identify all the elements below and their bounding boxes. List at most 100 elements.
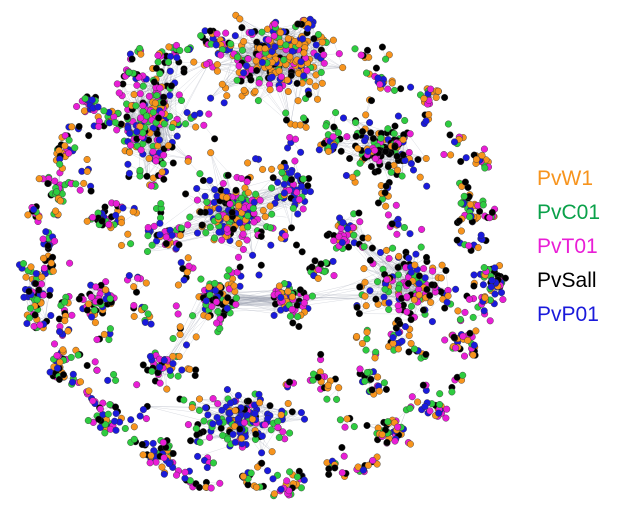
network-node	[300, 72, 308, 80]
network-node	[438, 261, 446, 269]
network-node	[130, 90, 138, 98]
network-node	[137, 114, 145, 122]
network-node	[384, 163, 392, 171]
network-node	[229, 225, 237, 233]
network-node	[192, 123, 200, 131]
network-edge	[302, 296, 397, 302]
network-node	[384, 125, 392, 133]
network-edge	[339, 138, 363, 161]
network-node	[261, 45, 269, 53]
network-node	[258, 28, 266, 36]
network-graph	[16, 11, 509, 500]
network-node	[210, 234, 218, 242]
network-node	[277, 73, 285, 81]
network-node	[275, 282, 283, 290]
network-node	[156, 84, 164, 92]
network-node	[177, 96, 185, 104]
network-node	[340, 114, 348, 122]
network-node	[394, 166, 402, 174]
network-edge	[157, 182, 222, 230]
network-node	[204, 411, 212, 419]
network-node	[399, 136, 407, 144]
network-node	[306, 188, 314, 196]
network-node	[232, 186, 240, 194]
network-node	[303, 67, 311, 75]
network-node	[367, 129, 375, 137]
network-node	[270, 311, 278, 319]
network-edge	[210, 431, 231, 447]
network-node	[166, 67, 174, 75]
network-node	[288, 305, 296, 313]
network-node	[136, 122, 144, 130]
network-node	[214, 213, 222, 221]
network-edge	[296, 297, 412, 300]
network-node	[390, 130, 398, 138]
network-node	[288, 175, 296, 183]
network-node	[415, 272, 423, 280]
network-node	[123, 113, 131, 121]
network-node	[202, 229, 210, 237]
network-node	[160, 120, 168, 128]
network-node	[426, 292, 434, 300]
network-node	[244, 212, 252, 220]
network-node	[215, 228, 223, 236]
network-node	[393, 152, 401, 160]
network-node	[284, 35, 292, 43]
network-edge	[164, 100, 182, 115]
network-node	[414, 156, 422, 164]
network-node	[211, 287, 219, 295]
network-node	[236, 15, 244, 23]
network-node	[320, 59, 328, 67]
network-node	[127, 141, 135, 149]
network-node	[258, 58, 266, 66]
network-node	[395, 252, 403, 260]
network-node	[206, 433, 214, 441]
network-node	[437, 274, 445, 282]
network-node	[164, 142, 172, 150]
network-node	[283, 76, 291, 84]
network-node	[201, 192, 209, 200]
network-node	[394, 271, 402, 279]
network-node	[261, 213, 269, 221]
network-node	[294, 210, 302, 218]
network-node	[403, 293, 411, 301]
network-node	[403, 308, 411, 316]
network-node	[387, 168, 395, 176]
network-node	[193, 184, 201, 192]
network-node	[132, 102, 140, 110]
network-node	[213, 61, 221, 69]
network-node	[202, 297, 210, 305]
network-node	[154, 142, 162, 150]
network-node	[167, 82, 175, 90]
network-node	[166, 91, 174, 99]
network-node	[383, 276, 391, 284]
network-node	[282, 41, 290, 49]
network-node	[361, 137, 369, 145]
network-node	[271, 43, 279, 51]
network-edge	[159, 62, 210, 153]
network-node	[280, 180, 288, 188]
network-node	[155, 136, 163, 144]
network-node	[126, 148, 134, 156]
network-node	[381, 285, 389, 293]
network-node	[352, 132, 360, 140]
network-node	[233, 53, 241, 61]
network-node	[218, 80, 226, 88]
network-node	[265, 36, 273, 44]
network-node	[252, 57, 260, 65]
network-node	[366, 256, 374, 264]
network-edge	[221, 240, 253, 256]
network-node	[427, 298, 435, 306]
network-node	[222, 214, 230, 222]
network-node	[181, 120, 189, 128]
network-node	[306, 78, 314, 86]
network-node	[317, 68, 325, 76]
network-edge	[159, 296, 230, 363]
network-node	[277, 293, 285, 301]
network-node	[420, 306, 428, 314]
network-node	[429, 267, 437, 275]
network-node	[212, 298, 220, 306]
network-node	[249, 251, 257, 259]
network-node	[206, 223, 214, 231]
network-node	[422, 154, 430, 162]
